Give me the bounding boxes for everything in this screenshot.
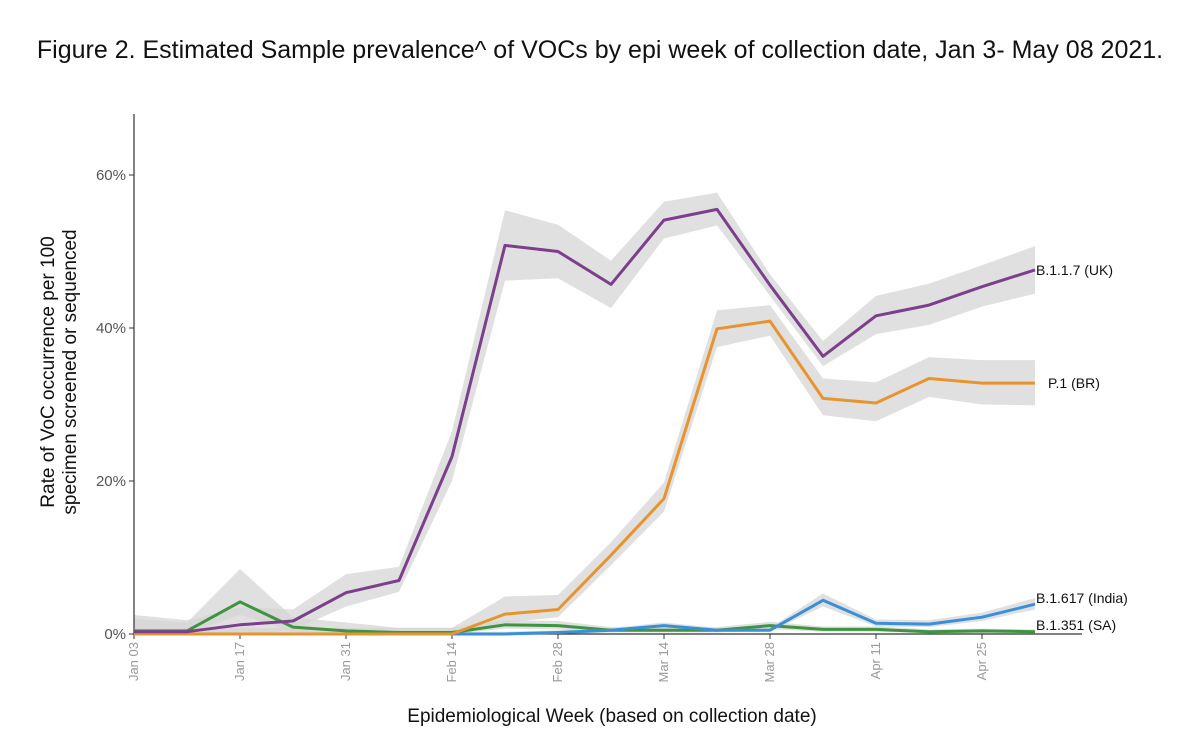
x-axis-title: Epidemiological Week (based on collectio… [407,706,816,727]
x-tick-label: Mar 28 [762,642,777,682]
x-tick-label: Jan 17 [232,642,247,681]
series-label: B.1.617 (India) [1036,590,1128,606]
confidence-band [134,593,1035,634]
series-label: B.1.351 (SA) [1036,617,1116,633]
x-tick-label: Jan 03 [126,642,141,681]
x-tick-label: Mar 14 [656,642,671,682]
series-line [134,319,1035,636]
x-tick-label: Feb 28 [550,642,565,682]
x-tick-label: Feb 14 [444,642,459,682]
x-ticks: Jan 03 Jan 17 Jan 31 Feb 14 Feb 28 Mar 14 Mar … [126,634,989,682]
confidence-band [134,192,1035,634]
series-line [134,207,1036,634]
y-tick-label: 40% [96,320,126,337]
y-axis-title: Rate of VoC occurrence per 100specimen s… [38,229,81,514]
x-tick-label: Apr 25 [974,642,989,680]
confidence-bands [134,192,1035,634]
y-ticks: 0% 20% 40% 60% [96,167,134,643]
y-axis-title-line: specimen screened or sequenced [60,229,81,514]
series-label: P.1 (BR) [1048,375,1100,391]
series-lines [134,207,1036,636]
y-tick-label: 60% [96,167,126,184]
y-tick-label: 20% [96,473,126,490]
x-tick-label: Jan 31 [338,642,353,681]
figure-title: Figure 2. Estimated Sample prevalence^ o… [36,36,1164,64]
confidence-band [134,305,1035,634]
x-tick-label: Apr 11 [868,642,883,679]
y-tick-label: 0% [104,626,126,643]
series-label: B.1.1.7 (UK) [1036,262,1113,278]
series-labels: B.1.1.7 (UK) P.1 (BR) B.1.617 (India) B.1.3… [1036,262,1128,633]
y-axis-title-line: Rate of VoC occurrence per 100 [38,236,59,507]
